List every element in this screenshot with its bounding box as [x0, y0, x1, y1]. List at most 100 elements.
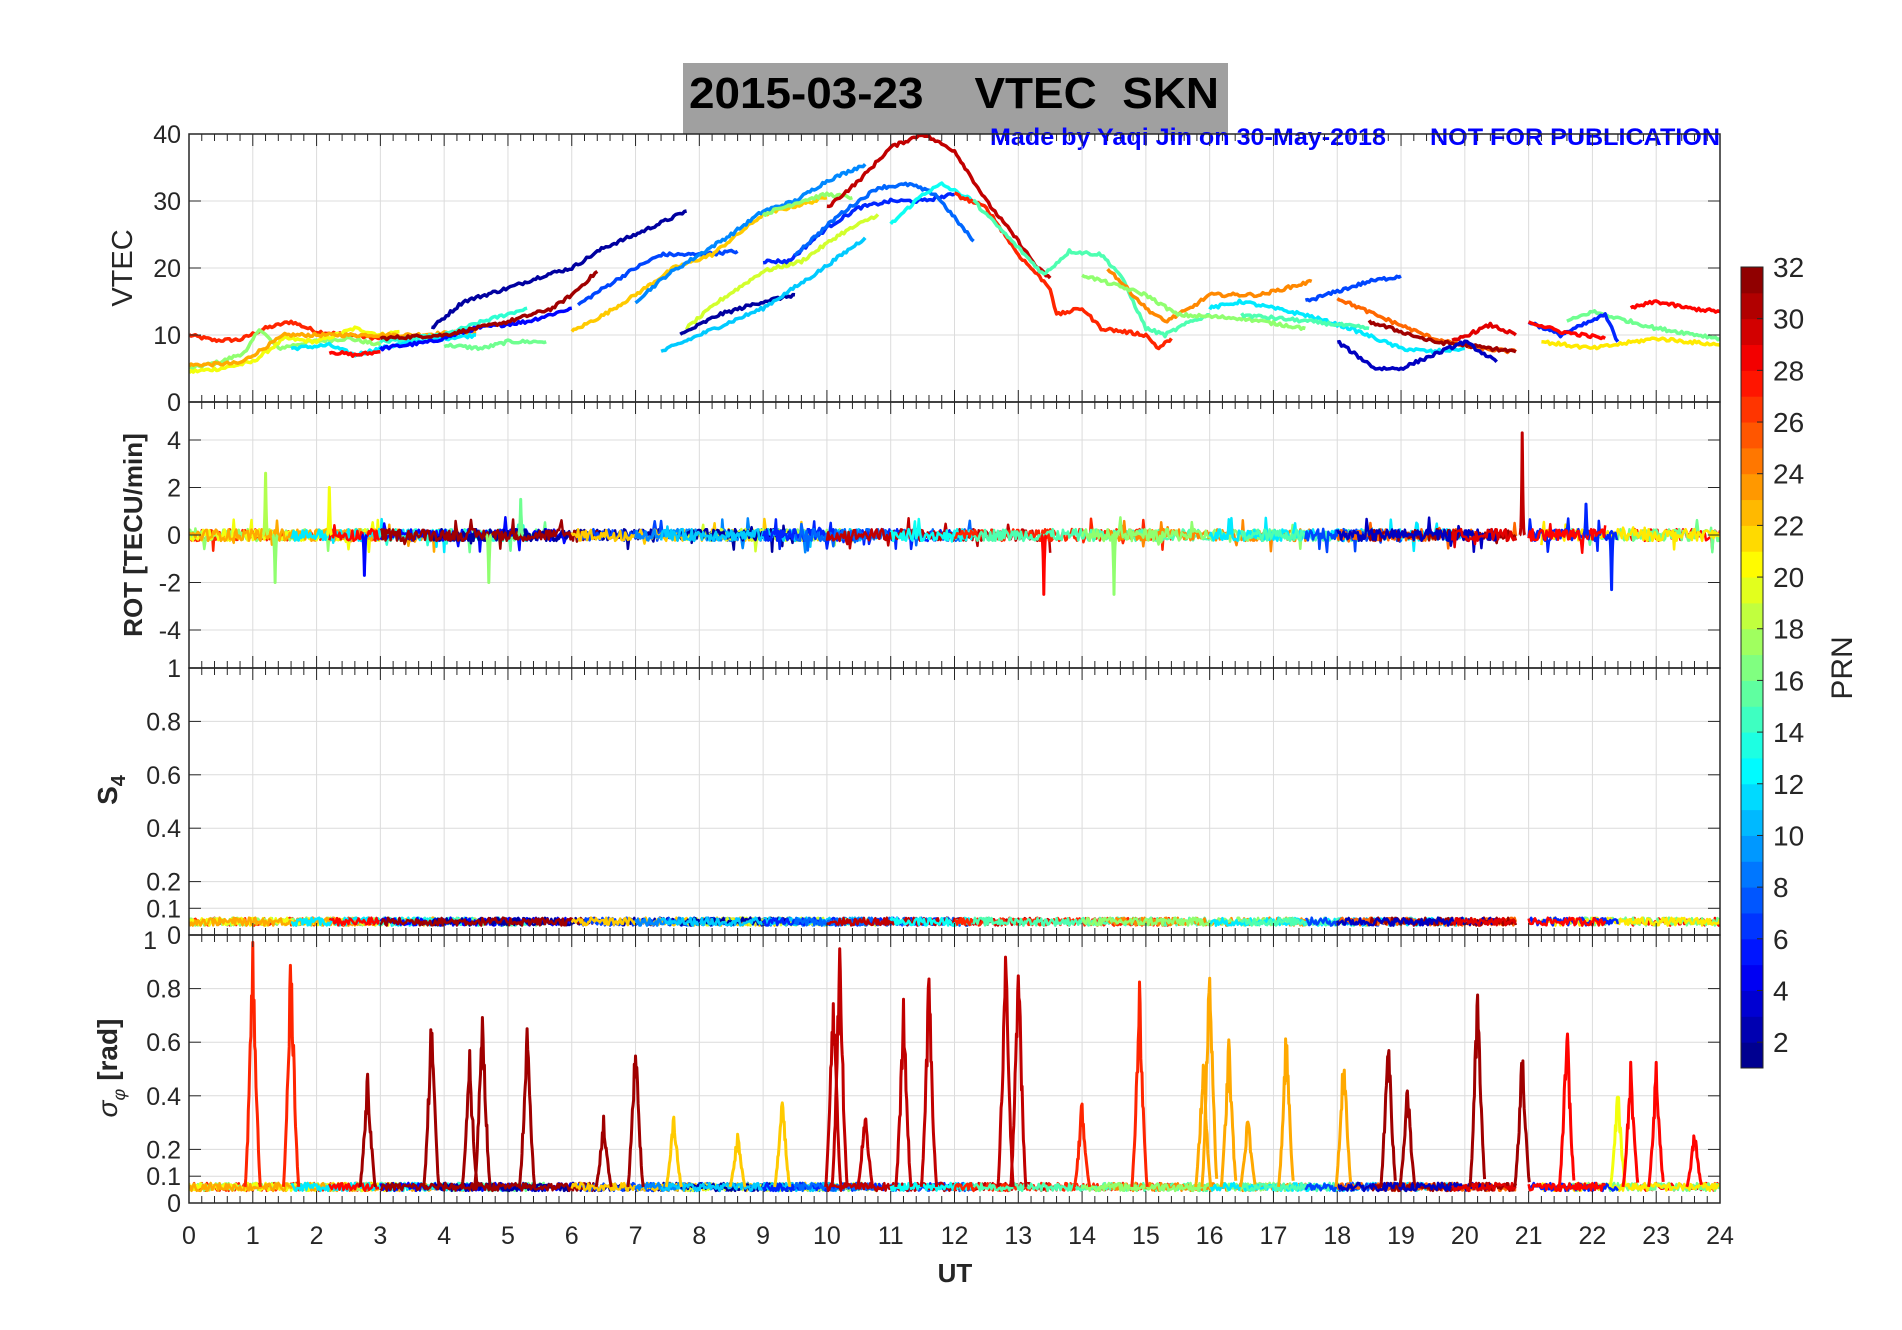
sigma-spike-prn-30 — [1009, 974, 1028, 1188]
sigma-spike-prn-23 — [1334, 1068, 1353, 1188]
x-tick-label: 20 — [1451, 1222, 1479, 1250]
x-tick-label: 3 — [373, 1222, 387, 1250]
rot-spike-prn-28 — [1040, 533, 1048, 596]
colorbar-swatch — [1741, 267, 1763, 294]
s4-ytick-label: 0.1 — [146, 895, 181, 923]
sigma-spike-prn-22 — [773, 1101, 792, 1188]
s4-series-prn-3 — [1336, 916, 1498, 927]
sigma-ytick-label: 0.6 — [146, 1029, 181, 1057]
x-tick-label: 22 — [1579, 1222, 1607, 1250]
x-tick-label: 0 — [182, 1222, 196, 1250]
colorbar-tick-label: 30 — [1773, 304, 1804, 335]
vtec-series-prn-24 — [1106, 267, 1313, 324]
colorbar-swatch — [1741, 861, 1763, 888]
x-tick-label: 4 — [437, 1222, 451, 1250]
colorbar-swatch — [1741, 370, 1763, 397]
colorbar-swatch — [1741, 551, 1763, 578]
rot-spike-prn-20 — [325, 486, 333, 537]
colorbar-swatch — [1741, 783, 1763, 811]
sigma-spike-prn-31 — [1398, 1089, 1416, 1188]
sigma-ytick-label: 0.2 — [146, 1136, 181, 1164]
vtec-ytick-label: 30 — [153, 188, 181, 216]
sigma-spike-prn-28 — [1557, 1032, 1576, 1188]
sigma-ylabel-sub: φ — [109, 1089, 129, 1101]
colorbar-tick-label: 28 — [1773, 355, 1804, 386]
colorbar-swatch — [1741, 628, 1763, 656]
x-tick-label: 21 — [1515, 1222, 1543, 1250]
colorbar-tick-label: 26 — [1773, 407, 1804, 438]
sigma-spike-prn-27 — [281, 963, 301, 1188]
x-tick-label: 18 — [1323, 1222, 1351, 1250]
sigma-ylabel-unit: [rad] — [92, 1019, 123, 1081]
rot-spike-prn-17 — [485, 533, 493, 584]
colorbar-swatch — [1741, 680, 1763, 707]
colorbar-swatch — [1741, 757, 1763, 785]
vtec-series-prn-17 — [761, 191, 853, 217]
colorbar-tick-label: 24 — [1773, 459, 1804, 490]
colorbar-tick-label: 16 — [1773, 665, 1804, 696]
colorbar-swatch — [1741, 809, 1763, 836]
s4-ylabel-sub: 4 — [108, 774, 130, 786]
rot-series-prn-3 — [1336, 516, 1498, 554]
sigma-spike-prn-22 — [728, 1132, 747, 1188]
rot-ytick-label: -2 — [159, 570, 181, 598]
title-box — [683, 63, 1228, 134]
sigma-spike-prn-28 — [1621, 1060, 1640, 1188]
x-tick-label: 6 — [565, 1222, 579, 1250]
rot-spike-prn-6 — [1607, 533, 1616, 592]
colorbar-swatch — [1741, 938, 1763, 966]
vtec-series-prn-29 — [1451, 321, 1517, 342]
credit-text: Made by Yaqi Jin on 30-May-2018 — [990, 124, 1386, 151]
rot-series-prn-29 — [1450, 527, 1517, 549]
sigma-series-prn-31 — [379, 1181, 599, 1193]
vtec-series-prn-16 — [443, 338, 547, 352]
panel-sigma: 00.10.2 0.4 0.6 0.8 1 — [143, 927, 1721, 1218]
sigma-ytick-label: 0 — [167, 1190, 181, 1218]
x-tick-label: 9 — [756, 1222, 770, 1250]
vtec-series-prn-6 — [1527, 312, 1620, 343]
sigma-spike-prn-30 — [856, 1117, 875, 1188]
vtec-series-prn-13 — [889, 181, 974, 225]
rot-ytick-label: -4 — [159, 617, 181, 645]
colorbar-tick-label: 2 — [1773, 1027, 1789, 1058]
sigma-ytick-label: 0.4 — [146, 1083, 181, 1111]
sigma-spike-prn-30 — [830, 947, 849, 1188]
sigma-series-prn-29 — [1451, 1181, 1517, 1193]
sigma-spike-prn-30 — [824, 1002, 843, 1188]
sigma-spike-prn-31 — [460, 1049, 479, 1188]
vtec-series-prn-31 — [379, 269, 599, 342]
vtec-series-prn-2 — [430, 209, 687, 330]
x-tick-label: 10 — [813, 1222, 841, 1250]
s4-ylabel: S4 — [92, 774, 130, 805]
colorbar-swatch — [1741, 602, 1763, 630]
sigma-spike-prn-23 — [1277, 1037, 1295, 1188]
vtec-series-prn-21 — [1541, 336, 1720, 351]
vtec-series-prn-7 — [576, 248, 739, 307]
s4-ylabel-main: S — [92, 786, 123, 805]
sigma-spike-prn-23 — [1200, 976, 1219, 1187]
rot-spike-prn-17 — [271, 533, 279, 584]
x-tick-label: 23 — [1642, 1222, 1670, 1250]
x-tick-label: 15 — [1132, 1222, 1160, 1250]
colorbar-swatch — [1741, 447, 1763, 475]
colorbar-swatch — [1741, 964, 1763, 991]
s4-ytick-label: 0 — [167, 922, 181, 950]
x-tick-label: 17 — [1260, 1222, 1288, 1250]
colorbar-swatch — [1741, 732, 1763, 759]
colorbar-frame — [1740, 266, 1764, 1069]
s4-series-prn-29 — [1451, 916, 1516, 927]
colorbar-swatch — [1741, 654, 1763, 681]
rot-spike-prn-18 — [261, 471, 270, 537]
vtec-series-prn-7 — [1304, 274, 1402, 303]
vtec-series-prn-28 — [328, 350, 381, 358]
sigma-spike-prn-23 — [1219, 1038, 1238, 1188]
colorbar-tick-label: 10 — [1773, 820, 1804, 851]
x-tick-label: 12 — [941, 1222, 969, 1250]
s4-ytick-label: 0.4 — [146, 815, 181, 843]
rot-ylabel: ROT [TECU/min] — [118, 433, 148, 637]
vtec-series-prn-20 — [189, 325, 400, 374]
sigma-series-prn-28 — [1527, 1181, 1607, 1193]
vtec-ytick-label: 0 — [167, 389, 181, 417]
x-tick-label: 19 — [1387, 1222, 1415, 1250]
sigma-spike-prn-28 — [1647, 1060, 1665, 1188]
